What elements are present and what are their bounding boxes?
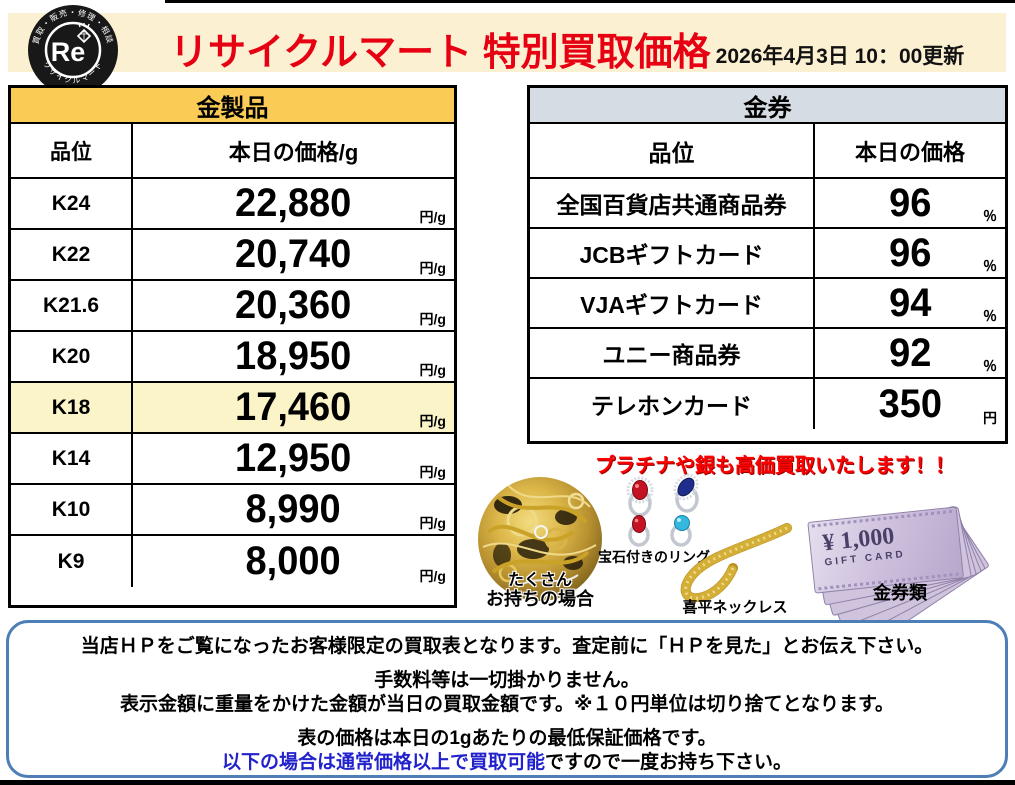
price-value: 8,000	[245, 539, 342, 583]
price-value: 12,950	[235, 436, 352, 480]
gold-table-header-row: 品位 本日の価格/g	[11, 124, 454, 179]
store-logo-icon: 買取・販売・修理・相談 リサイクルマート Re	[28, 5, 118, 95]
price-unit: 円/g	[419, 464, 446, 480]
price-unit: 円/g	[419, 515, 446, 531]
grade-label: K14	[11, 434, 133, 483]
grade-label: K20	[11, 332, 133, 381]
price-value: 18,950	[235, 334, 352, 378]
price-value: 8,990	[245, 487, 342, 531]
price-value: 92	[888, 330, 932, 375]
notice-line-3: 表示金額に重量をかけた金額が当日の買取金額です。※１０円単位は切り捨てとなります…	[119, 694, 895, 715]
pile-label-line2: お持ちの場合	[486, 589, 594, 609]
price-value: 350	[878, 381, 942, 426]
table-row: VJAギフトカード 94 ％	[530, 279, 1005, 329]
header-band	[8, 13, 1006, 72]
price-value: 20,360	[235, 283, 352, 327]
bottom-border-line	[0, 780, 1015, 785]
grade-label: K22	[11, 230, 133, 279]
price-unit: 円	[983, 410, 997, 426]
table-row: K21.6 20,360 円/g	[11, 281, 454, 332]
price-value: 22,880	[235, 181, 352, 225]
gift-cards-label: 金券類	[873, 583, 927, 603]
table-row: K10 8,990 円/g	[11, 485, 454, 536]
gold-col-price: 本日の価格/g	[228, 139, 359, 165]
voucher-price-table: 金券 品位 本日の価格 全国百貨店共通商品券 96 ％ JCBギフトカード 96 ％…	[527, 85, 1008, 444]
notice-box: 当店ＨＰをご覧になったお客様限定の買取表となります。査定前に「ＨＰを見た」とお伝…	[6, 620, 1008, 778]
price-unit: 円/g	[419, 568, 446, 584]
voucher-name: 全国百貨店共通商品券	[530, 179, 815, 227]
grade-label: K9	[11, 536, 133, 587]
price-unit: ％	[983, 358, 997, 374]
price-unit: 円/g	[419, 209, 446, 225]
grade-label: K24	[11, 179, 133, 228]
voucher-name: テレホンカード	[530, 379, 815, 429]
gem-rings-photo	[626, 473, 699, 547]
price-unit: 円/g	[419, 311, 446, 327]
gold-table-title: 金製品	[11, 88, 454, 124]
price-unit: ％	[983, 308, 997, 324]
voucher-table-header-row: 品位 本日の価格	[530, 124, 1005, 179]
store-logo: 買取・販売・修理・相談 リサイクルマート Re	[26, 3, 120, 97]
kihei-necklace-photo	[680, 523, 792, 602]
grade-label: K10	[11, 485, 133, 534]
gold-col-grade: 品位	[11, 124, 133, 177]
table-row: K24 22,880 円/g	[11, 179, 454, 230]
top-border-line	[165, 0, 1015, 3]
update-timestamp: 2026年4月3日 10：00更新	[715, 45, 965, 68]
logo-mark: Re	[51, 37, 86, 67]
price-unit: 円/g	[419, 260, 446, 276]
table-row: ユニー商品券 92 ％	[530, 329, 1005, 379]
rings-label: 宝石付きのリング	[598, 549, 710, 565]
price-unit: ％	[983, 208, 997, 224]
notice-line-5: 以下の場合は通常価格以上で買取可能ですので一度お持ち下さい。	[9, 751, 1005, 775]
notice-line-1: 当店ＨＰをご覧になったお客様限定の買取表となります。査定前に「ＨＰを見た」とお伝…	[80, 636, 934, 657]
grade-label: K18	[11, 383, 133, 432]
table-row: K14 12,950 円/g	[11, 434, 454, 485]
grade-label: K21.6	[11, 281, 133, 330]
price-value: 96	[888, 180, 932, 225]
gold-price-table: 金製品 品位 本日の価格/g K24 22,880 円/g K22 20,740 円…	[8, 85, 457, 608]
table-row: テレホンカード 350 円	[530, 379, 1005, 429]
table-row: JCBギフトカード 96 ％	[530, 229, 1005, 279]
voucher-name: JCBギフトカード	[530, 229, 815, 277]
voucher-name: VJAギフトカード	[530, 279, 815, 327]
voucher-col-name: 品位	[530, 124, 815, 177]
table-row: K9 8,000 円/g	[11, 536, 454, 587]
voucher-name: ユニー商品券	[530, 329, 815, 377]
pile-label-line1: たくさん	[507, 572, 572, 589]
promo-text: プラチナや銀も高価買取いたします！！	[595, 455, 955, 477]
price-unit: 円/g	[419, 362, 446, 378]
gift-cards-photo: ¥ 1,000 GIFT CARD	[807, 476, 994, 650]
price-unit: ％	[983, 258, 997, 274]
voucher-table-title: 金券	[530, 88, 1005, 124]
notice-line-4: 表の価格は本日の1gあたりの最低保証価格です。	[297, 728, 717, 749]
table-row: 全国百貨店共通商品券 96 ％	[530, 179, 1005, 229]
page-title: リサイクルマート 特別買取価格	[170, 32, 711, 74]
price-value: 20,740	[235, 232, 352, 276]
table-row-highlighted: K18 17,460 円/g	[11, 383, 454, 434]
price-value: 94	[888, 280, 932, 325]
price-value: 17,460	[235, 385, 352, 429]
notice-line-5-blue: 以下の場合は通常価格以上で買取可能	[221, 752, 545, 773]
table-row: K22 20,740 円/g	[11, 230, 454, 281]
gold-jewelry-pile-photo	[478, 477, 602, 601]
notice-line-5-black: ですので一度お持ち下さい。	[545, 752, 793, 773]
notice-line-2: 手数料等は一切掛かりません。	[374, 670, 640, 691]
gold-jewelry-texture	[482, 484, 597, 588]
price-unit: 円/g	[419, 413, 446, 429]
necklace-label: 喜平ネックレス	[682, 599, 788, 616]
price-value: 96	[888, 230, 932, 275]
table-row: K20 18,950 円/g	[11, 332, 454, 383]
logo-sparkle-icon	[78, 23, 90, 28]
voucher-col-price: 本日の価格	[854, 139, 965, 165]
